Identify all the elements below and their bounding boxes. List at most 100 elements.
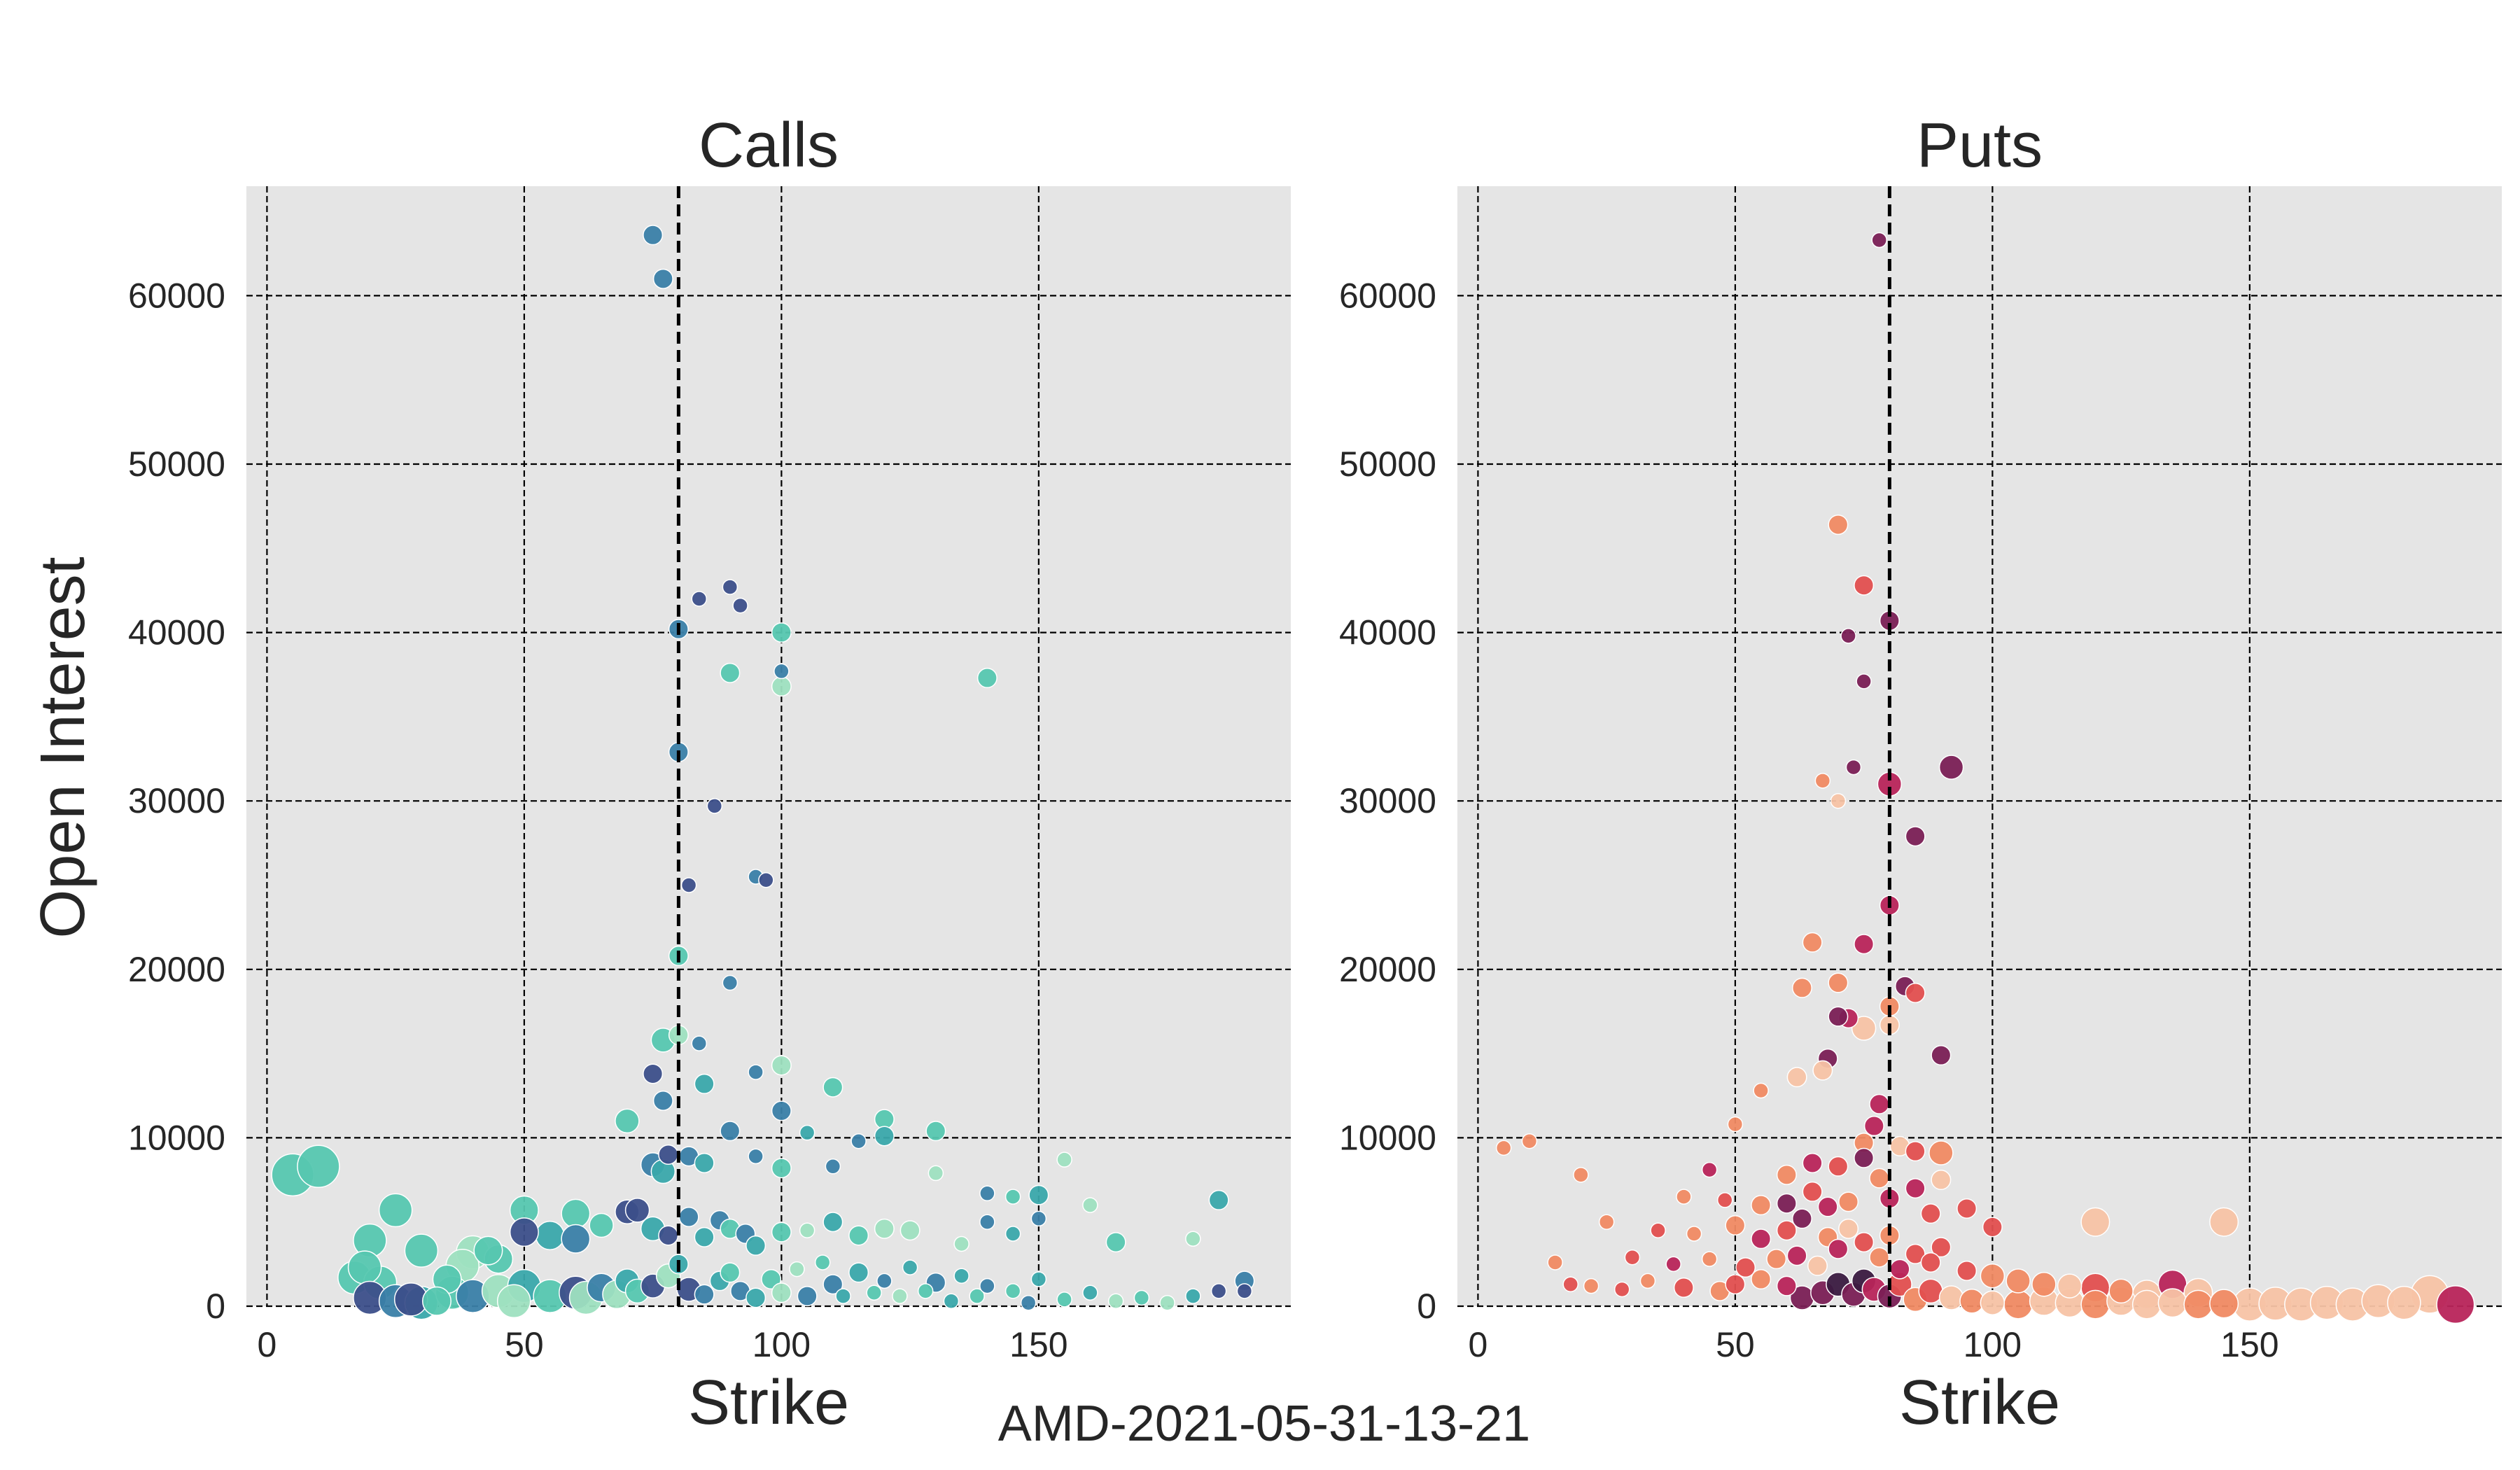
data-point bbox=[624, 1198, 650, 1223]
data-point bbox=[1020, 1294, 1037, 1311]
data-point bbox=[1751, 1195, 1772, 1216]
data-point bbox=[732, 597, 748, 614]
data-point bbox=[1828, 514, 1849, 536]
data-point bbox=[1812, 1060, 1833, 1081]
data-point bbox=[835, 1288, 851, 1304]
data-point bbox=[1028, 1184, 1049, 1205]
data-point bbox=[694, 1073, 715, 1094]
y-tick-label: 40000 bbox=[1339, 613, 1436, 652]
data-point bbox=[1871, 232, 1887, 248]
data-point bbox=[1817, 1196, 1838, 1217]
data-point bbox=[1573, 1167, 1589, 1183]
data-point bbox=[1598, 1214, 1615, 1230]
data-point bbox=[1776, 1164, 1797, 1185]
data-point bbox=[892, 1288, 908, 1304]
data-point bbox=[1735, 1257, 1756, 1278]
data-point bbox=[1766, 1249, 1787, 1270]
data-point bbox=[1082, 1197, 1098, 1213]
data-point bbox=[561, 1224, 591, 1254]
grid-lines bbox=[246, 186, 1291, 1308]
data-point bbox=[1905, 982, 1926, 1003]
data-point bbox=[2080, 1289, 2110, 1320]
data-point bbox=[1791, 1208, 1812, 1229]
data-point bbox=[953, 1268, 969, 1284]
data-point bbox=[643, 225, 664, 246]
data-point bbox=[1854, 1147, 1875, 1168]
data-point bbox=[1614, 1281, 1630, 1298]
plot-area bbox=[1457, 186, 2502, 1306]
data-point bbox=[1814, 773, 1831, 789]
y-tick-label: 10000 bbox=[1339, 1118, 1436, 1157]
plot-area bbox=[246, 186, 1291, 1306]
data-point bbox=[1854, 934, 1875, 955]
data-point bbox=[652, 1090, 673, 1111]
scatter-points bbox=[1495, 232, 2475, 1324]
data-point bbox=[1676, 1189, 1692, 1205]
data-point bbox=[652, 268, 673, 289]
data-point bbox=[797, 1286, 818, 1307]
data-point bbox=[748, 1148, 764, 1165]
x-tick-label: 150 bbox=[2220, 1325, 2278, 1364]
data-point bbox=[771, 676, 792, 697]
data-point bbox=[1236, 1283, 1253, 1299]
data-point bbox=[1828, 972, 1849, 993]
data-point bbox=[1905, 1141, 1926, 1162]
data-point bbox=[1004, 1189, 1021, 1205]
data-point bbox=[822, 1077, 844, 1098]
data-point bbox=[1938, 1285, 1964, 1310]
data-point bbox=[969, 1288, 985, 1304]
data-point bbox=[927, 1165, 944, 1182]
data-point bbox=[1521, 1133, 1538, 1149]
data-point bbox=[2209, 1207, 2239, 1237]
data-point bbox=[706, 798, 723, 814]
data-point bbox=[758, 872, 774, 888]
data-point bbox=[746, 1287, 766, 1308]
y-axis-label: Open Interest bbox=[28, 556, 98, 938]
data-point bbox=[658, 1225, 679, 1246]
data-point bbox=[643, 1063, 664, 1084]
data-point bbox=[1982, 1217, 2003, 1238]
data-point bbox=[866, 1284, 882, 1301]
data-point bbox=[297, 1144, 340, 1189]
data-point bbox=[899, 1220, 920, 1241]
x-tick-label: 0 bbox=[1468, 1325, 1488, 1364]
data-point bbox=[825, 1158, 841, 1175]
data-point bbox=[615, 1108, 640, 1134]
panel-title: Calls bbox=[699, 111, 839, 181]
x-tick-label: 100 bbox=[1963, 1325, 2022, 1364]
data-point bbox=[2005, 1268, 2031, 1294]
data-point bbox=[680, 877, 697, 893]
data-point bbox=[1639, 1273, 1656, 1289]
data-point bbox=[1727, 1116, 1744, 1133]
data-point bbox=[761, 1269, 782, 1290]
data-point bbox=[771, 1055, 792, 1076]
data-point bbox=[1751, 1228, 1772, 1250]
data-point bbox=[1716, 1192, 1733, 1208]
data-point bbox=[917, 1283, 934, 1299]
data-point bbox=[694, 1226, 715, 1247]
data-point bbox=[473, 1236, 503, 1266]
data-point bbox=[799, 1124, 816, 1141]
data-point bbox=[722, 974, 738, 991]
data-point bbox=[2003, 1289, 2033, 1320]
data-point bbox=[1863, 1116, 1884, 1137]
data-point bbox=[1956, 1260, 1977, 1281]
data-point bbox=[1905, 1178, 1926, 1199]
data-point bbox=[720, 1121, 741, 1142]
data-point bbox=[1869, 1168, 1890, 1189]
data-point bbox=[2057, 1273, 2082, 1298]
data-point bbox=[1869, 1093, 1890, 1114]
y-tick-label: 50000 bbox=[128, 444, 225, 484]
data-point bbox=[694, 1284, 715, 1305]
data-point bbox=[902, 1259, 918, 1275]
data-point bbox=[876, 1273, 892, 1289]
data-point bbox=[1956, 1198, 1977, 1219]
data-point bbox=[1786, 1067, 1807, 1088]
data-point bbox=[535, 1220, 565, 1250]
data-point bbox=[799, 1222, 816, 1238]
data-point bbox=[1210, 1283, 1227, 1299]
data-point bbox=[1686, 1226, 1702, 1242]
data-point bbox=[1791, 977, 1812, 998]
data-point bbox=[1004, 1283, 1021, 1299]
data-point bbox=[1701, 1161, 1718, 1178]
